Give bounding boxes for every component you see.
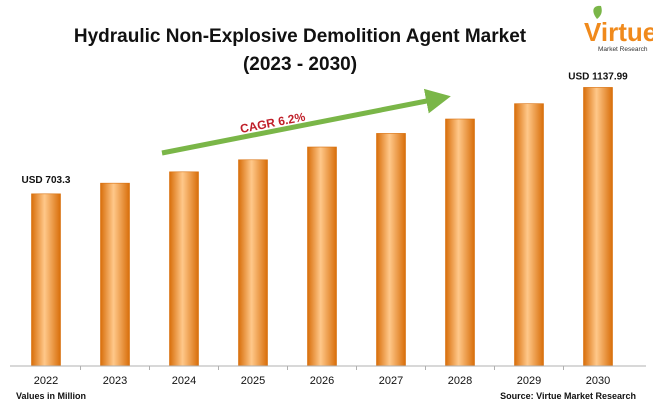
x-tick-label: 2025 (241, 375, 265, 387)
x-tick-label: 2022 (34, 375, 58, 387)
bar-2027 (376, 133, 406, 367)
bar-2023 (100, 182, 130, 367)
logo-tagline: Market Research (598, 46, 648, 53)
x-tick-label: 2026 (310, 375, 334, 387)
x-axis-ticks: 2022 2023 2024 2025 2026 2027 2028 2029 2030 (34, 366, 610, 387)
chart-title-line2: (2023 - 2030) (243, 54, 357, 75)
x-tick-label: 2028 (448, 375, 472, 387)
x-tick-label: 2030 (586, 375, 610, 387)
x-tick-label: 2027 (379, 375, 403, 387)
bar-2025 (238, 159, 268, 367)
x-tick-label: 2023 (103, 375, 127, 387)
units-note: Values in Million (16, 391, 86, 401)
logo-name: Virtue (584, 17, 653, 47)
source-note: Source: Virtue Market Research (500, 391, 636, 401)
bar-2028 (445, 118, 475, 367)
bar-2026 (307, 146, 337, 367)
bar-2022 (31, 193, 61, 367)
bar-2029 (514, 103, 544, 367)
bars-group (31, 87, 613, 367)
data-label-first: USD 703.3 (22, 175, 71, 186)
bar-2030 (583, 87, 613, 367)
chart-title-line1: Hydraulic Non-Explosive Demolition Agent… (74, 26, 527, 47)
cagr-arrow (161, 88, 451, 156)
logo-leaf-icon (593, 5, 602, 19)
virtue-logo: Virtue Market Research (584, 5, 653, 53)
x-tick-label: 2024 (172, 375, 196, 387)
data-label-last: USD 1137.99 (568, 71, 628, 82)
bar-2024 (169, 171, 199, 367)
x-tick-label: 2029 (517, 375, 541, 387)
